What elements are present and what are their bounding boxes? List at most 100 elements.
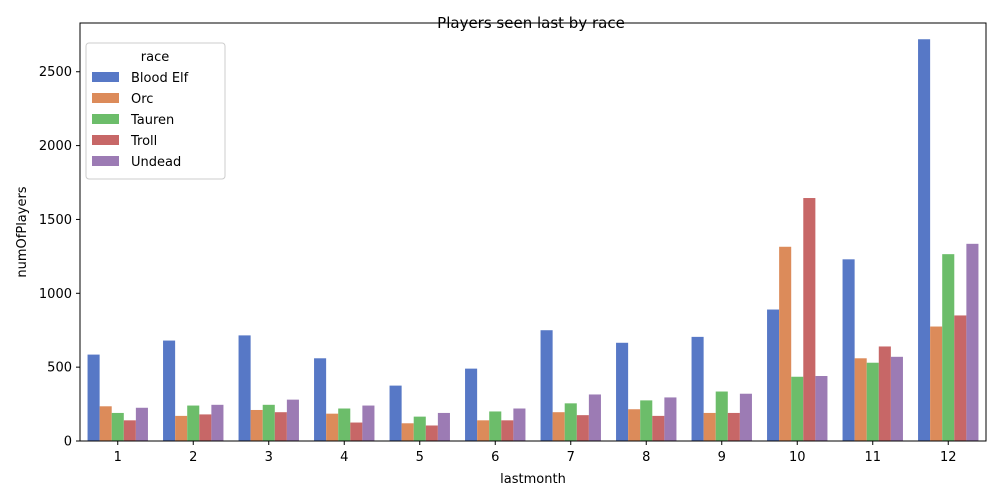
x-tick-label: 11	[864, 450, 881, 465]
bar-blood-elf-5	[389, 385, 402, 441]
bar-blood-elf-7	[540, 330, 553, 441]
bar-orc-5	[401, 423, 414, 441]
bar-tauren-9	[715, 391, 728, 441]
bar-troll-2	[199, 414, 212, 441]
bar-troll-12	[954, 315, 967, 441]
bar-orc-2	[175, 415, 188, 441]
y-axis-label: numOfPlayers	[15, 186, 30, 277]
bar-tauren-8	[640, 400, 653, 441]
y-tick-label: 2500	[39, 65, 72, 80]
bar-tauren-10	[791, 376, 804, 441]
bar-undead-7	[588, 394, 601, 441]
bar-orc-1	[99, 406, 112, 441]
bar-tauren-11	[866, 362, 879, 441]
bar-orc-11	[854, 358, 867, 441]
x-tick-label: 8	[642, 450, 650, 465]
y-tick-label: 1000	[39, 287, 72, 302]
legend-swatch	[92, 156, 119, 166]
bar-undead-12	[966, 243, 979, 441]
bar-undead-9	[739, 393, 752, 441]
bar-troll-3	[274, 412, 287, 441]
x-tick-label: 4	[340, 450, 348, 465]
bar-blood-elf-12	[918, 39, 931, 441]
bar-troll-6	[501, 420, 514, 441]
bar-orc-6	[477, 420, 490, 441]
legend-swatch	[92, 114, 119, 124]
bar-orc-12	[930, 326, 943, 441]
bar-blood-elf-8	[616, 342, 629, 441]
bar-troll-11	[878, 346, 891, 441]
bar-orc-4	[326, 413, 339, 441]
x-tick-label: 5	[416, 450, 424, 465]
bar-tauren-6	[489, 411, 502, 441]
legend-label: Undead	[131, 155, 181, 170]
y-tick-label: 0	[64, 435, 72, 450]
bar-undead-10	[815, 376, 828, 441]
bar-troll-1	[123, 420, 136, 441]
bar-blood-elf-6	[465, 368, 478, 441]
plot-area-frame	[79, 22, 987, 442]
bar-orc-7	[552, 412, 565, 441]
legend-label: Orc	[131, 92, 153, 107]
bar-troll-7	[576, 415, 589, 441]
bar-undead-6	[513, 408, 526, 441]
bar-undead-5	[437, 412, 450, 441]
bar-tauren-3	[262, 404, 275, 441]
bar-tauren-5	[413, 416, 426, 441]
y-tick-label: 2000	[39, 139, 72, 154]
bar-orc-3	[250, 409, 263, 441]
bar-undead-4	[362, 405, 375, 441]
bar-troll-5	[425, 425, 438, 441]
bar-orc-9	[703, 412, 716, 441]
bar-undead-2	[211, 404, 224, 441]
bar-blood-elf-3	[238, 335, 251, 441]
bar-undead-1	[135, 407, 148, 441]
bar-blood-elf-9	[691, 336, 704, 441]
x-tick-label: 10	[789, 450, 806, 465]
bar-troll-9	[727, 412, 740, 441]
legend-swatch	[92, 135, 119, 145]
x-axis-label: lastmonth	[500, 472, 566, 487]
y-axis: 0 500 1000 1500 2000 2500	[39, 65, 80, 450]
legend-box	[85, 42, 226, 180]
x-tick-label: 2	[189, 450, 197, 465]
x-tick-label: 1	[114, 450, 122, 465]
x-axis: 1 2 3 4 5 6 7 8 9 10 11 12	[114, 441, 957, 465]
bar-troll-10	[803, 198, 816, 441]
bar-orc-10	[779, 246, 792, 441]
bar-troll-4	[350, 422, 363, 441]
bar-orc-8	[628, 409, 641, 441]
bar-blood-elf-2	[163, 340, 176, 441]
legend-label: Tauren	[130, 113, 174, 128]
legend-label: Blood Elf	[131, 71, 189, 86]
x-tick-label: 12	[940, 450, 957, 465]
legend-title: race	[141, 50, 169, 65]
x-tick-label: 3	[265, 450, 273, 465]
bar-tauren-2	[187, 405, 200, 441]
bar-troll-8	[652, 415, 665, 441]
y-tick-label: 1500	[39, 213, 72, 228]
bar-tauren-1	[111, 412, 124, 441]
x-tick-label: 6	[491, 450, 499, 465]
x-tick-label: 7	[567, 450, 575, 465]
bar-tauren-7	[564, 403, 577, 441]
bar-blood-elf-1	[87, 354, 100, 441]
x-tick-label: 9	[718, 450, 726, 465]
legend-label: Troll	[130, 134, 157, 149]
legend-items: Blood Elf Orc Tauren Troll Undead	[92, 71, 189, 170]
y-tick-label: 500	[47, 361, 72, 376]
legend-swatch	[92, 72, 119, 82]
bar-undead-8	[664, 397, 677, 441]
bar-tauren-12	[942, 254, 955, 441]
bar-blood-elf-11	[842, 259, 855, 441]
bar-blood-elf-4	[314, 358, 327, 441]
bar-tauren-4	[338, 408, 351, 441]
bar-undead-11	[890, 356, 903, 441]
legend-swatch	[92, 93, 119, 103]
legend: race Blood Elf Orc Tauren Troll Undead	[85, 42, 226, 180]
bar-undead-3	[286, 399, 299, 441]
bars-group	[87, 39, 979, 441]
bar-blood-elf-10	[767, 309, 780, 441]
